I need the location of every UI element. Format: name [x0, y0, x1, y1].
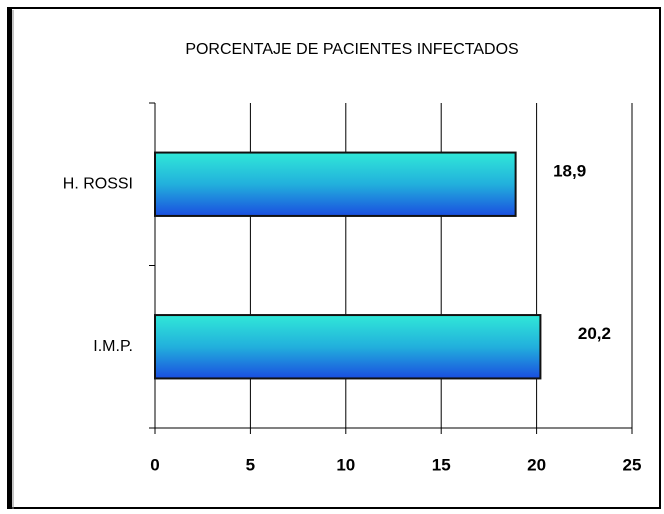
y-tick-label: I.M.P. [93, 338, 133, 355]
bar [154, 314, 542, 380]
x-tick-label: 25 [623, 455, 642, 474]
chart-frame [7, 7, 661, 509]
value-label: 20,2 [578, 324, 611, 343]
bar [154, 151, 517, 217]
x-tick-label: 15 [432, 455, 451, 474]
x-tick-label: 10 [336, 455, 355, 474]
x-tick-label: 20 [527, 455, 546, 474]
chart-title: PORCENTAJE DE PACIENTES INFECTADOS [185, 41, 518, 58]
value-label: 18,9 [553, 162, 586, 181]
x-tick-label: 0 [150, 455, 159, 474]
y-tick-label: H. ROSSI [63, 175, 133, 192]
x-tick-label: 5 [246, 455, 255, 474]
